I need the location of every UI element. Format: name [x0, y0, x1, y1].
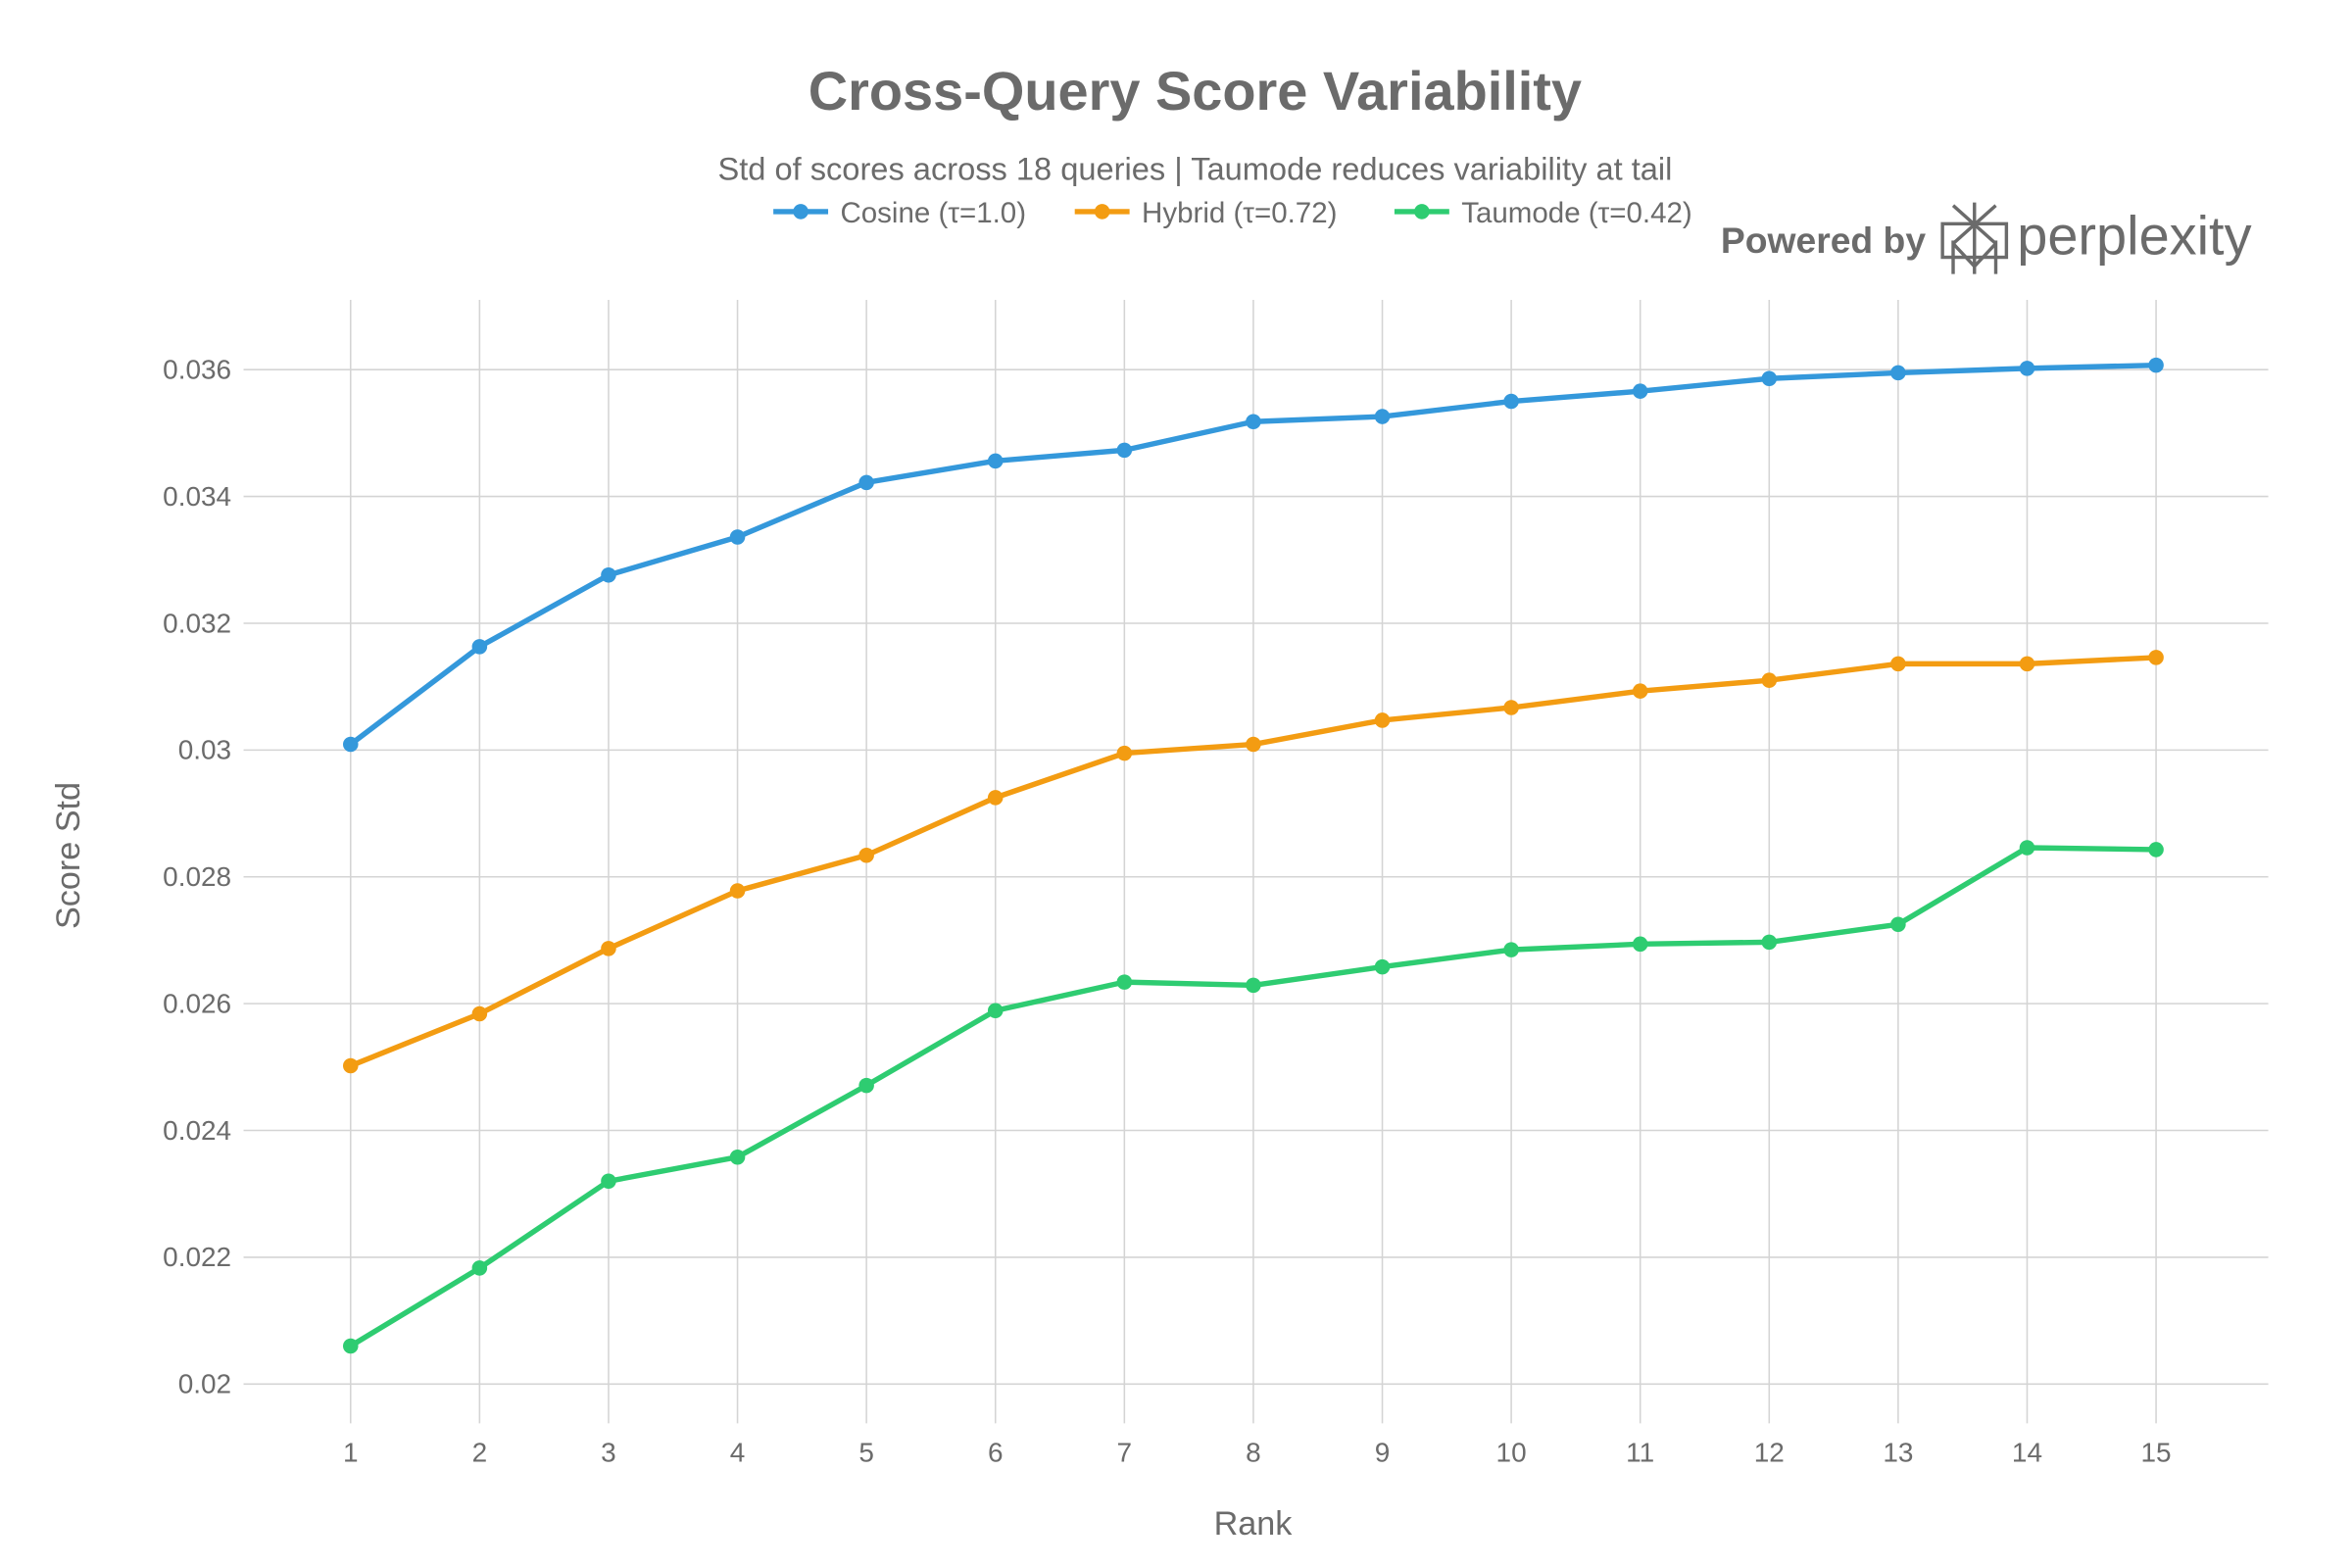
- legend: Cosine (τ=1.0) Hybrid (τ=0.72) Taumode (τ=…: [773, 197, 1692, 229]
- legend-marker: [1414, 204, 1430, 220]
- x-tick-label: 3: [601, 1437, 616, 1467]
- watermark-brand: perplexity: [2017, 204, 2251, 266]
- x-tick-label: 7: [1117, 1437, 1133, 1467]
- y-tick-label: 0.032: [163, 608, 231, 638]
- y-tick-label: 0.022: [163, 1242, 231, 1272]
- chart-subtitle: Std of scores across 18 queries | Taumod…: [717, 150, 1672, 186]
- x-tick-label: 11: [1626, 1437, 1654, 1467]
- perplexity-logo-icon: [1940, 202, 2009, 274]
- series-group: [342, 357, 2164, 1354]
- data-point: [1761, 672, 1778, 688]
- perplexity-watermark: Powered by perplexity: [1721, 202, 2252, 274]
- data-point: [1761, 370, 1778, 387]
- x-axis-label: Rank: [1214, 1505, 1294, 1543]
- y-tick-label: 0.036: [163, 355, 231, 385]
- data-point: [1116, 745, 1133, 761]
- data-point: [2148, 650, 2164, 665]
- data-point: [1503, 942, 1519, 957]
- data-point: [601, 567, 616, 583]
- data-point: [471, 639, 488, 655]
- legend-item[interactable]: Hybrid (τ=0.72): [1074, 197, 1338, 229]
- data-point: [858, 847, 874, 863]
- data-point: [1116, 974, 1133, 990]
- x-tick-label: 10: [1496, 1437, 1527, 1467]
- x-axis: 1 2 3 4 5 6 7 8 9 10 11 12 13 14 15: [343, 1437, 2172, 1467]
- x-tick-label: 6: [988, 1437, 1004, 1467]
- series-1: [342, 650, 2164, 1074]
- y-tick-label: 0.034: [163, 481, 231, 512]
- legend-marker: [793, 204, 808, 220]
- data-point: [2148, 842, 2164, 858]
- data-point: [1503, 393, 1519, 410]
- grid: [243, 300, 2269, 1424]
- y-axis: 0.02 0.022 0.024 0.026 0.028 0.03 0.032 0.034 0.…: [163, 355, 231, 1399]
- data-point: [1890, 365, 1906, 381]
- data-point: [471, 1260, 488, 1276]
- y-tick-label: 0.02: [178, 1369, 231, 1399]
- y-tick-label: 0.028: [163, 861, 231, 892]
- data-point: [987, 1003, 1004, 1019]
- y-tick-label: 0.03: [178, 735, 231, 765]
- legend-label: Cosine (τ=1.0): [840, 197, 1026, 229]
- x-tick-label: 12: [1754, 1437, 1785, 1467]
- x-tick-label: 15: [2141, 1437, 2172, 1467]
- data-point: [2148, 357, 2164, 373]
- data-point: [858, 474, 874, 491]
- data-point: [1632, 383, 1648, 399]
- x-tick-label: 4: [730, 1437, 746, 1467]
- data-point: [1503, 700, 1519, 715]
- data-point: [1632, 936, 1648, 953]
- x-tick-label: 9: [1375, 1437, 1391, 1467]
- data-point: [2019, 656, 2035, 672]
- data-point: [342, 1057, 359, 1074]
- data-point: [1374, 409, 1391, 424]
- x-tick-label: 5: [858, 1437, 874, 1467]
- data-point: [1246, 977, 1261, 994]
- data-point: [1761, 934, 1778, 951]
- data-point: [1116, 442, 1133, 459]
- y-tick-label: 0.024: [163, 1115, 231, 1146]
- data-point: [1374, 712, 1391, 728]
- series-0: [342, 357, 2164, 753]
- data-point: [601, 941, 616, 956]
- data-point: [342, 736, 359, 753]
- data-point: [471, 1005, 488, 1022]
- chart-title: Cross-Query Score Variability: [808, 60, 1582, 122]
- data-point: [1632, 683, 1648, 699]
- y-tick-label: 0.026: [163, 988, 231, 1018]
- data-point: [1246, 414, 1261, 430]
- data-point: [601, 1173, 616, 1190]
- data-point: [1246, 736, 1261, 753]
- data-point: [987, 453, 1004, 469]
- data-point: [2019, 840, 2035, 856]
- y-axis-label: Score Std: [50, 782, 87, 929]
- data-point: [987, 790, 1004, 806]
- x-tick-label: 13: [1883, 1437, 1913, 1467]
- watermark-prefix: Powered by: [1721, 220, 1926, 261]
- data-point: [729, 883, 746, 899]
- series-2: [342, 840, 2164, 1354]
- x-tick-label: 14: [2012, 1437, 2042, 1467]
- legend-item[interactable]: Taumode (τ=0.42): [1394, 197, 1692, 229]
- legend-label: Taumode (τ=0.42): [1461, 197, 1692, 229]
- x-tick-label: 1: [343, 1437, 359, 1467]
- data-point: [2019, 361, 2035, 376]
- data-point: [1890, 916, 1906, 933]
- x-tick-label: 8: [1246, 1437, 1261, 1467]
- data-point: [729, 1149, 746, 1165]
- x-tick-label: 2: [472, 1437, 488, 1467]
- data-point: [858, 1077, 874, 1094]
- legend-label: Hybrid (τ=0.72): [1142, 197, 1337, 229]
- data-point: [342, 1338, 359, 1354]
- data-point: [1890, 656, 1906, 672]
- legend-item[interactable]: Cosine (τ=1.0): [773, 197, 1026, 229]
- legend-marker: [1094, 204, 1110, 220]
- data-point: [1374, 958, 1391, 975]
- data-point: [729, 529, 746, 545]
